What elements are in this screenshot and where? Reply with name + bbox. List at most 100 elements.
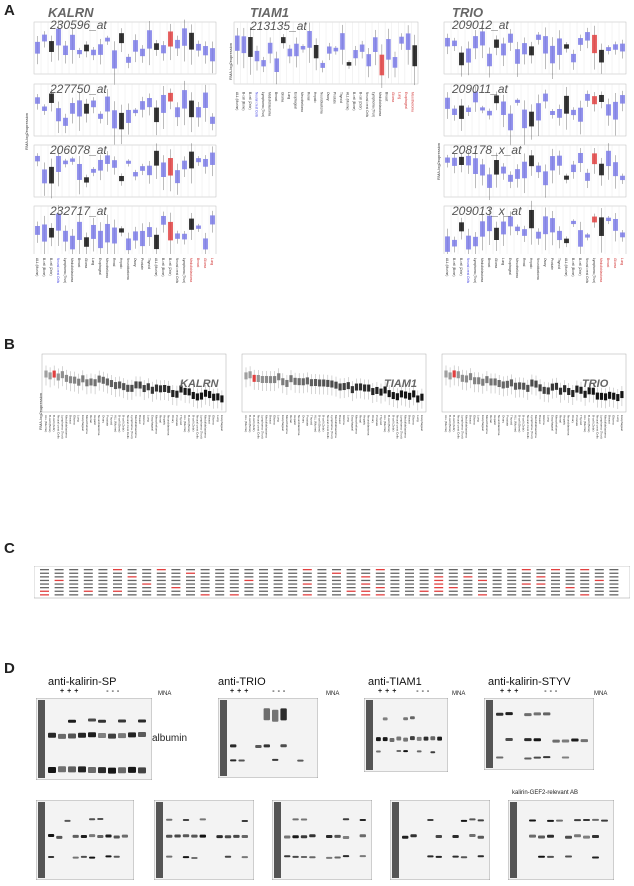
table-cell: [302, 579, 312, 582]
box: [35, 225, 40, 235]
tissue-label: ALL (Murine): [445, 258, 449, 276]
box: [599, 163, 604, 176]
blot1-marks: +++ ---: [60, 688, 122, 695]
table-cell: [54, 590, 64, 592]
table-cell: [142, 569, 152, 571]
ladder: [274, 802, 281, 878]
box: [468, 373, 473, 381]
box: [620, 232, 625, 238]
tissue-label: Glioma: [342, 415, 346, 425]
ladder: [38, 802, 45, 878]
tissue-label: Medulloblastoma: [534, 415, 538, 438]
box: [105, 378, 109, 386]
blot-bottom-5: [508, 800, 614, 880]
band: [166, 818, 173, 821]
table-cell: [288, 572, 298, 574]
table-cell: [69, 569, 79, 571]
box: [70, 158, 75, 162]
box: [494, 227, 499, 240]
table-cell: [594, 572, 604, 574]
tissue-label: Breast: [538, 415, 542, 424]
tiam1-probe-plot: [233, 21, 419, 88]
trio-probe-2: 209011_at: [452, 82, 508, 96]
table-cell: [215, 579, 225, 582]
table-cell: [288, 576, 298, 578]
tissue-label: Ovary: [501, 415, 505, 424]
table-cell: [83, 587, 93, 589]
table-cell: [302, 572, 312, 574]
tissue-label: Ovary: [133, 258, 137, 267]
box: [133, 231, 138, 241]
box: [550, 218, 555, 233]
tissue-label: B-cell (Zebr): [191, 415, 195, 432]
tissue-label: Medulloblastoma: [334, 415, 338, 438]
box: [416, 395, 420, 403]
tissue-label: Lymphoma (Trun): [60, 415, 64, 439]
band: [402, 835, 409, 839]
box: [294, 43, 299, 57]
table-cell: [200, 587, 210, 589]
mark: +: [67, 688, 75, 695]
table-cell: [565, 587, 575, 589]
table-cell: [565, 594, 575, 596]
tissue-label: Glioma: [542, 415, 546, 425]
box: [460, 374, 464, 382]
band: [80, 835, 87, 839]
band: [552, 739, 560, 743]
box: [63, 117, 68, 126]
tissue-label: Breast: [138, 415, 142, 424]
box: [487, 53, 492, 67]
band: [452, 835, 459, 839]
table-cell: [361, 576, 371, 578]
box: [606, 47, 611, 51]
table-cell: [434, 569, 444, 571]
tissue-label: Mesothelioma: [154, 415, 158, 434]
band: [565, 835, 572, 839]
panel-b-letter: B: [4, 336, 15, 353]
band: [241, 835, 248, 839]
band: [272, 758, 279, 761]
table-cell: [332, 569, 341, 571]
tissue-label: Prostate: [333, 92, 337, 104]
box: [330, 380, 334, 388]
tissue-label: B-cell (Bone): [387, 415, 391, 432]
table-cell: [127, 594, 137, 596]
tissue-label: B-cell (Zebr): [522, 415, 526, 432]
tissue-label: Breast: [274, 92, 278, 101]
band: [118, 767, 126, 774]
box: [480, 31, 485, 46]
band: [280, 744, 287, 748]
band: [297, 759, 304, 762]
box: [56, 28, 61, 46]
table-cell: [463, 590, 473, 592]
box: [168, 158, 173, 176]
tissue-label: Hepatic: [163, 415, 167, 426]
box: [48, 372, 52, 380]
table-cell: [375, 583, 385, 585]
box: [501, 166, 506, 174]
table-cell: [405, 579, 414, 582]
tissue-label: Neuroblastoma: [126, 258, 130, 280]
tissue-label: Glioma: [281, 92, 285, 102]
box: [196, 158, 201, 163]
box: [473, 91, 478, 103]
band: [309, 834, 316, 838]
table-cell: [551, 576, 560, 578]
mark: -: [282, 688, 289, 695]
band: [292, 835, 299, 839]
table-cell: [54, 594, 64, 596]
tissue-label: Prostate: [375, 415, 379, 427]
table-cell: [98, 590, 108, 592]
tissue-label: Glioma: [391, 92, 395, 102]
mark: -: [116, 688, 123, 695]
table-cell: [171, 590, 181, 592]
tissue-label: Lymphoma (Trun): [130, 415, 134, 439]
box: [35, 97, 40, 104]
box: [175, 233, 180, 239]
box: [452, 370, 456, 378]
band: [396, 736, 402, 741]
box: [285, 379, 289, 387]
box: [613, 162, 618, 177]
box: [256, 375, 260, 383]
box: [508, 113, 513, 131]
